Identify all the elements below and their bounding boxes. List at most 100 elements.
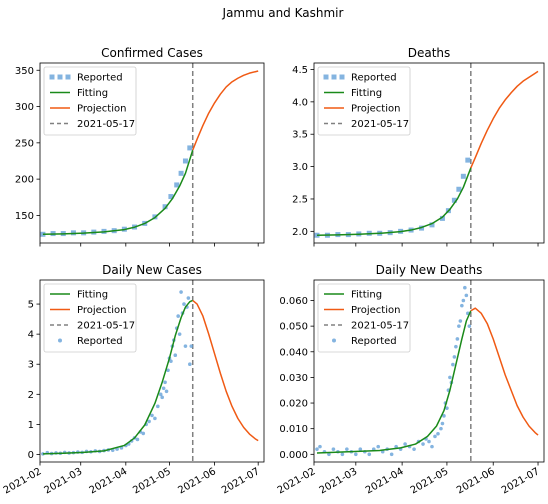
reported-point bbox=[439, 426, 443, 431]
legend-label: Reported bbox=[77, 73, 123, 84]
reported-point bbox=[454, 344, 458, 349]
legend: Fitting Projection 2021-05-17 Reported bbox=[43, 283, 137, 353]
legend: Reported Fitting Projection 2021-05-17 bbox=[317, 66, 411, 136]
y-tick-label: 2.5 bbox=[292, 194, 308, 205]
reported-point bbox=[358, 447, 363, 451]
y-tick-label: 2.0 bbox=[292, 227, 308, 238]
legend-label: 2021-05-17 bbox=[351, 321, 409, 332]
reported-point bbox=[465, 157, 471, 163]
reported-point bbox=[464, 293, 469, 298]
y-tick-label: 2 bbox=[28, 390, 34, 401]
series-fitting bbox=[316, 310, 472, 454]
reported-point bbox=[458, 319, 463, 323]
reported-point bbox=[354, 452, 358, 457]
y-tick-label: 250 bbox=[15, 138, 34, 149]
plot-area bbox=[314, 63, 539, 243]
series-fitting bbox=[42, 299, 194, 455]
reported-point bbox=[433, 434, 437, 439]
y-tick-label: 300 bbox=[15, 102, 34, 113]
y-tick-label: 0.060 bbox=[279, 296, 308, 307]
panel-title: Confirmed Cases bbox=[101, 46, 203, 60]
y-tick-label: 0.020 bbox=[279, 399, 308, 410]
figure-suptitle: Jammu and Kashmir bbox=[222, 6, 344, 20]
legend-label: Projection bbox=[351, 305, 400, 316]
x-tick-label: 2021-07 bbox=[220, 466, 262, 496]
reported-point bbox=[451, 362, 455, 367]
series-fitting bbox=[42, 149, 194, 236]
series-projection bbox=[470, 70, 539, 169]
reported-point bbox=[461, 298, 466, 303]
legend-label: Reported bbox=[351, 336, 397, 347]
legend-label: Fitting bbox=[77, 88, 108, 99]
reported-point bbox=[436, 432, 440, 436]
legend-swatch bbox=[331, 74, 337, 80]
y-tick-label: 200 bbox=[15, 175, 34, 186]
legend-label: Fitting bbox=[77, 290, 108, 301]
reported-point bbox=[189, 344, 194, 348]
reported-point bbox=[442, 414, 446, 418]
legend-swatch bbox=[323, 74, 329, 80]
legend-box bbox=[43, 66, 137, 136]
reported-point bbox=[318, 444, 322, 449]
x-tick-label: 2021-04 bbox=[364, 466, 406, 496]
y-tick-label: 0.050 bbox=[279, 322, 308, 333]
reported-point bbox=[331, 447, 336, 451]
y-tick-label: 0.010 bbox=[279, 424, 308, 435]
reported-point bbox=[153, 416, 157, 421]
reported-point bbox=[182, 158, 188, 164]
reported-point bbox=[315, 447, 319, 451]
reported-point bbox=[150, 413, 154, 418]
legend-label: 2021-05-17 bbox=[77, 321, 135, 332]
reported-point bbox=[169, 359, 173, 364]
legend-box bbox=[317, 283, 411, 353]
panel-title: Deaths bbox=[408, 46, 451, 60]
legend-label: Projection bbox=[351, 104, 400, 115]
axes-frame bbox=[313, 62, 545, 244]
series-projection bbox=[192, 299, 259, 442]
y-tick-label: 150 bbox=[15, 211, 34, 222]
panel-title: Daily New Deaths bbox=[376, 263, 483, 277]
reported-point bbox=[158, 392, 163, 397]
reported-point bbox=[463, 285, 467, 290]
reported-point bbox=[173, 353, 178, 358]
reported-point bbox=[188, 362, 192, 367]
axes-frame bbox=[39, 62, 265, 244]
x-tick-label: 2021-07 bbox=[500, 466, 542, 496]
reported-point bbox=[156, 404, 160, 409]
y-tick-label: 0.000 bbox=[279, 450, 308, 461]
reported-point bbox=[412, 447, 416, 451]
reported-point bbox=[186, 296, 191, 300]
reported-point bbox=[314, 232, 320, 238]
reported-point bbox=[427, 439, 431, 444]
legend-swatch bbox=[65, 74, 71, 80]
panel-2: Deaths 2.0 2.5 3.0 3.5 4.0 4.5 Reported Fitting P… bbox=[292, 46, 545, 247]
x-tick-label: 2021-02 bbox=[276, 466, 318, 496]
reported-point bbox=[162, 204, 168, 210]
reported-point bbox=[421, 442, 425, 446]
reported-point bbox=[440, 421, 445, 426]
reported-point bbox=[40, 231, 46, 237]
y-tick-label: 1 bbox=[28, 420, 34, 431]
legend-swatch bbox=[332, 338, 336, 343]
y-tick-label: 4.0 bbox=[292, 97, 308, 108]
x-tick-label: 2021-05 bbox=[131, 466, 173, 496]
legend: Fitting Projection 2021-05-17 Reported bbox=[317, 283, 411, 353]
x-tick-label: 2021-02 bbox=[2, 466, 44, 496]
legend-box bbox=[317, 66, 411, 136]
reported-point bbox=[141, 431, 146, 436]
reported-point bbox=[456, 186, 462, 192]
reported-point bbox=[161, 386, 166, 391]
x-tick-label: 2021-06 bbox=[176, 466, 218, 496]
reported-point bbox=[182, 302, 186, 306]
reported-point bbox=[452, 355, 457, 359]
reported-point bbox=[439, 215, 445, 221]
x-tick-label: 2021-04 bbox=[88, 466, 130, 496]
panel-1: Confirmed Cases 150 200 250 300 350 Reported Fi… bbox=[15, 46, 265, 247]
reported-point bbox=[403, 442, 407, 446]
legend-label: Fitting bbox=[351, 290, 382, 301]
reported-point bbox=[135, 437, 140, 442]
reported-point bbox=[345, 447, 349, 451]
reported-point bbox=[160, 395, 164, 400]
